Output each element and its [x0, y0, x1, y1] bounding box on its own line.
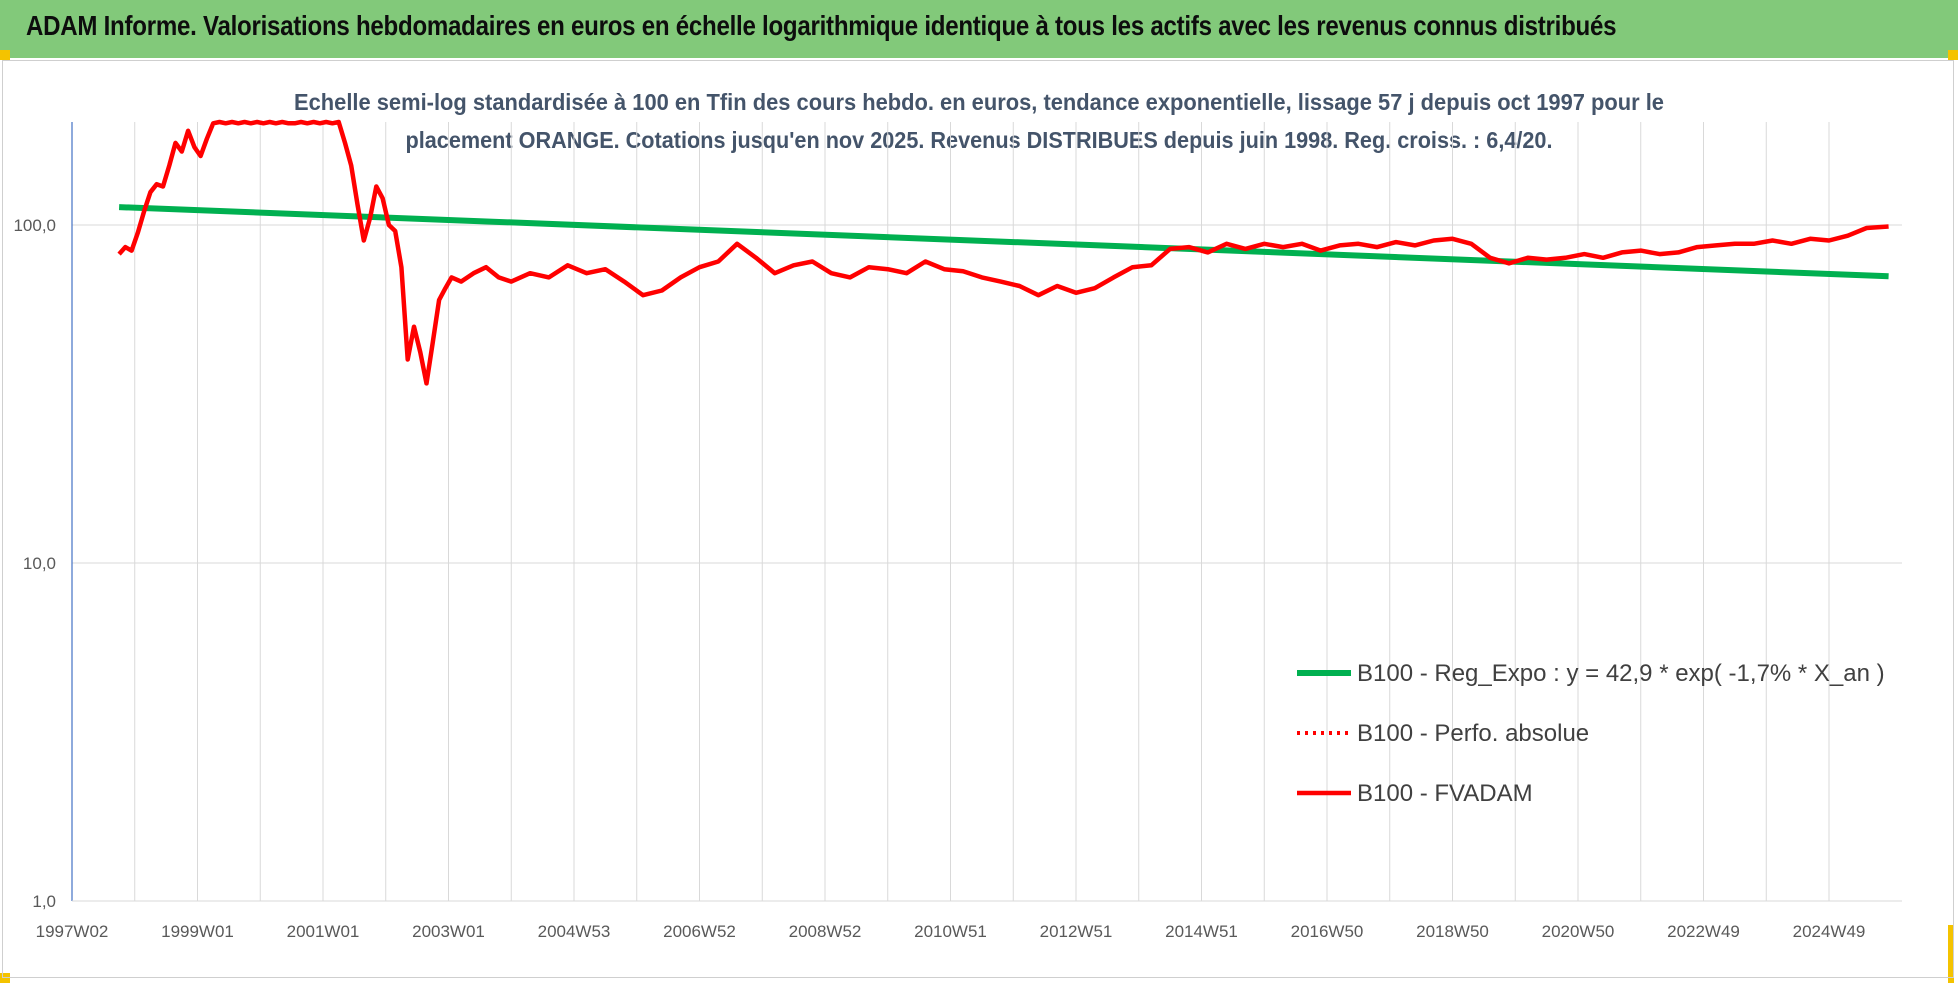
x-tick-label: 2018W50	[1416, 922, 1489, 941]
x-tick-label: 2022W49	[1667, 922, 1740, 941]
x-tick-label: 2006W52	[663, 922, 736, 941]
trend-line	[118, 204, 1889, 280]
y-tick-label: 10,0	[23, 554, 56, 573]
x-tick-label: 2010W51	[914, 922, 987, 941]
legend-label: B100 - FVADAM	[1357, 780, 1533, 807]
x-tick-label: 2020W50	[1542, 922, 1615, 941]
legend-label: B100 - Perfo. absolue	[1357, 720, 1589, 747]
x-tick-label: 2024W49	[1793, 922, 1866, 941]
corner-marker-bottom-left	[0, 973, 10, 983]
x-tick-label: 2004W53	[538, 922, 611, 941]
x-tick-label: 2016W50	[1291, 922, 1364, 941]
chart-subtitle-line2: placement ORANGE. Cotations jusqu'en nov…	[406, 127, 1553, 153]
legend-label: B100 - Reg_Expo : y = 42,9 * exp( -1,7% …	[1357, 660, 1885, 687]
x-tick-label: 1999W01	[161, 922, 234, 941]
x-tick-label: 2012W51	[1040, 922, 1113, 941]
y-tick-label: 100,0	[13, 216, 56, 235]
corner-marker-bottom-right	[1948, 925, 1954, 983]
chart-frame	[2, 60, 1954, 978]
legend: B100 - Reg_Expo : y = 42,9 * exp( -1,7% …	[1297, 660, 1885, 807]
banner-title: ADAM Informe. Valorisations hebdomadaire…	[26, 10, 1617, 41]
x-tick-label: 2003W01	[412, 922, 485, 941]
x-tick-label: 2014W51	[1165, 922, 1238, 941]
fvadam-line	[117, 119, 1889, 386]
y-tick-label: 1,0	[32, 892, 56, 911]
x-tick-label: 1997W02	[36, 922, 109, 941]
x-tick-label: 2008W52	[789, 922, 862, 941]
chart-subtitle-line1: Echelle semi-log standardisée à 100 en T…	[294, 89, 1664, 115]
x-tick-label: 2001W01	[287, 922, 360, 941]
series-lines	[117, 119, 1889, 386]
top-banner: ADAM Informe. Valorisations hebdomadaire…	[0, 0, 1958, 58]
axes: 1,0 10,0 100,0 1997W02 1999W01 2001W01 2003W01…	[13, 122, 1902, 941]
corner-marker-top-left	[0, 50, 10, 60]
corner-marker-top-right	[1948, 50, 1958, 60]
